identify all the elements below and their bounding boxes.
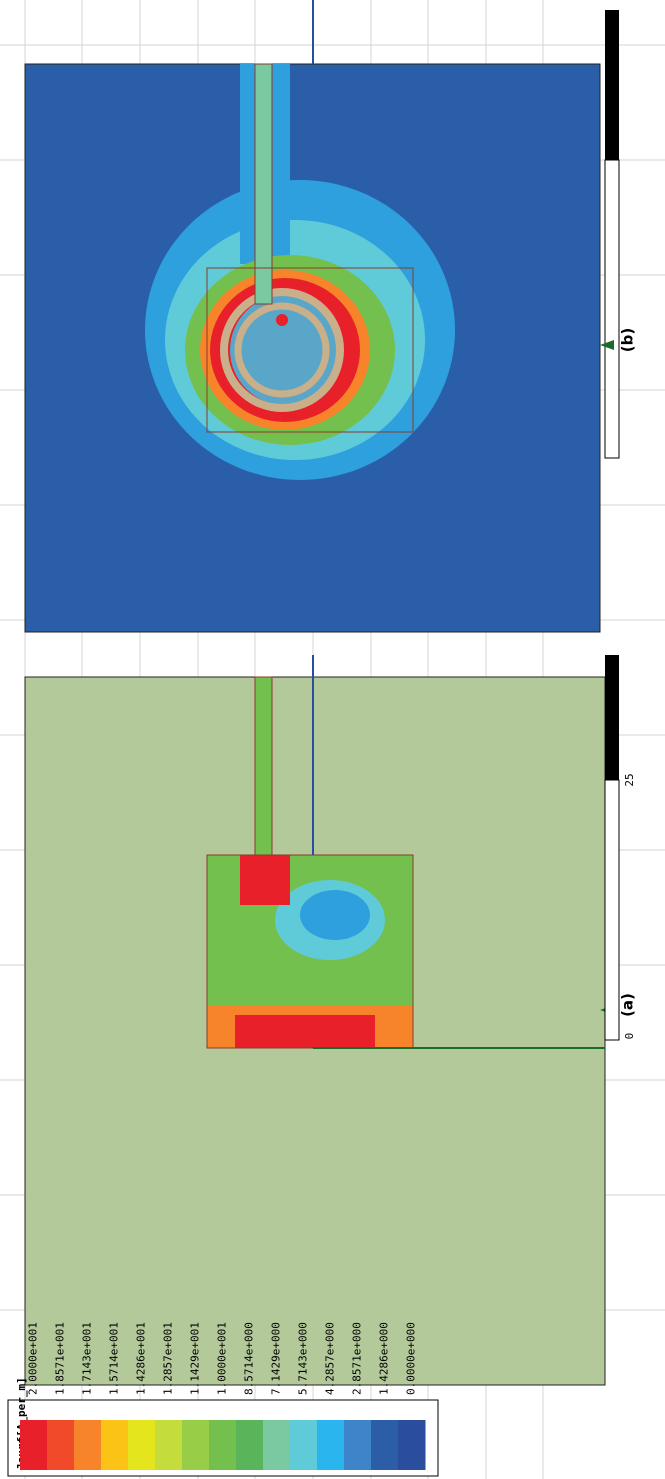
legend-label: 1.2857e+001	[162, 1322, 175, 1395]
legend-label: 1.0000e+001	[216, 1322, 229, 1395]
legend-swatch	[317, 1420, 345, 1470]
legend-label: 5.7143e+000	[297, 1322, 310, 1395]
legend-label: 8.5714e+000	[243, 1322, 256, 1395]
panel-a-plot	[25, 655, 619, 1385]
legend-label: 1.4286e+001	[135, 1322, 148, 1395]
legend-swatch	[371, 1420, 399, 1470]
legend-swatch	[398, 1420, 426, 1470]
scale-label: 25	[623, 773, 636, 786]
legend-swatch	[47, 1420, 75, 1470]
legend-swatch	[155, 1420, 183, 1470]
legend-swatch	[290, 1420, 318, 1470]
legend-swatch	[236, 1420, 264, 1470]
legend-swatch	[128, 1420, 156, 1470]
legend-label: 1.8571e+001	[54, 1322, 67, 1395]
scale-label: 0	[623, 1033, 636, 1040]
legend-swatch	[209, 1420, 237, 1470]
legend-label: 1.1429e+001	[189, 1322, 202, 1395]
legend-swatch	[20, 1420, 48, 1470]
legend-swatch	[101, 1420, 129, 1470]
legend-label: 1.7143e+001	[81, 1322, 94, 1395]
legend-label: 2.0000e+001	[27, 1322, 40, 1395]
legend-swatch	[182, 1420, 210, 1470]
legend-label: 0.0000e+000	[405, 1322, 418, 1395]
legend-label: 7.1429e+000	[270, 1322, 283, 1395]
screenshot: (a) (b) 0 25 Jsurf[A_per_m] 2.0000e+0011…	[0, 0, 665, 1479]
legend-swatch	[74, 1420, 102, 1470]
panel-label: (b)	[619, 328, 637, 352]
legend-label: 4.2857e+000	[324, 1322, 337, 1395]
legend-swatch	[263, 1420, 291, 1470]
legend-label: 1.4286e+000	[378, 1322, 391, 1395]
panel-label: (a)	[619, 993, 637, 1017]
panel-b-plot	[25, 0, 619, 632]
legend-label: 2.8571e+000	[351, 1322, 364, 1395]
legend-swatch	[344, 1420, 372, 1470]
legend-label: 1.5714e+001	[108, 1322, 121, 1395]
